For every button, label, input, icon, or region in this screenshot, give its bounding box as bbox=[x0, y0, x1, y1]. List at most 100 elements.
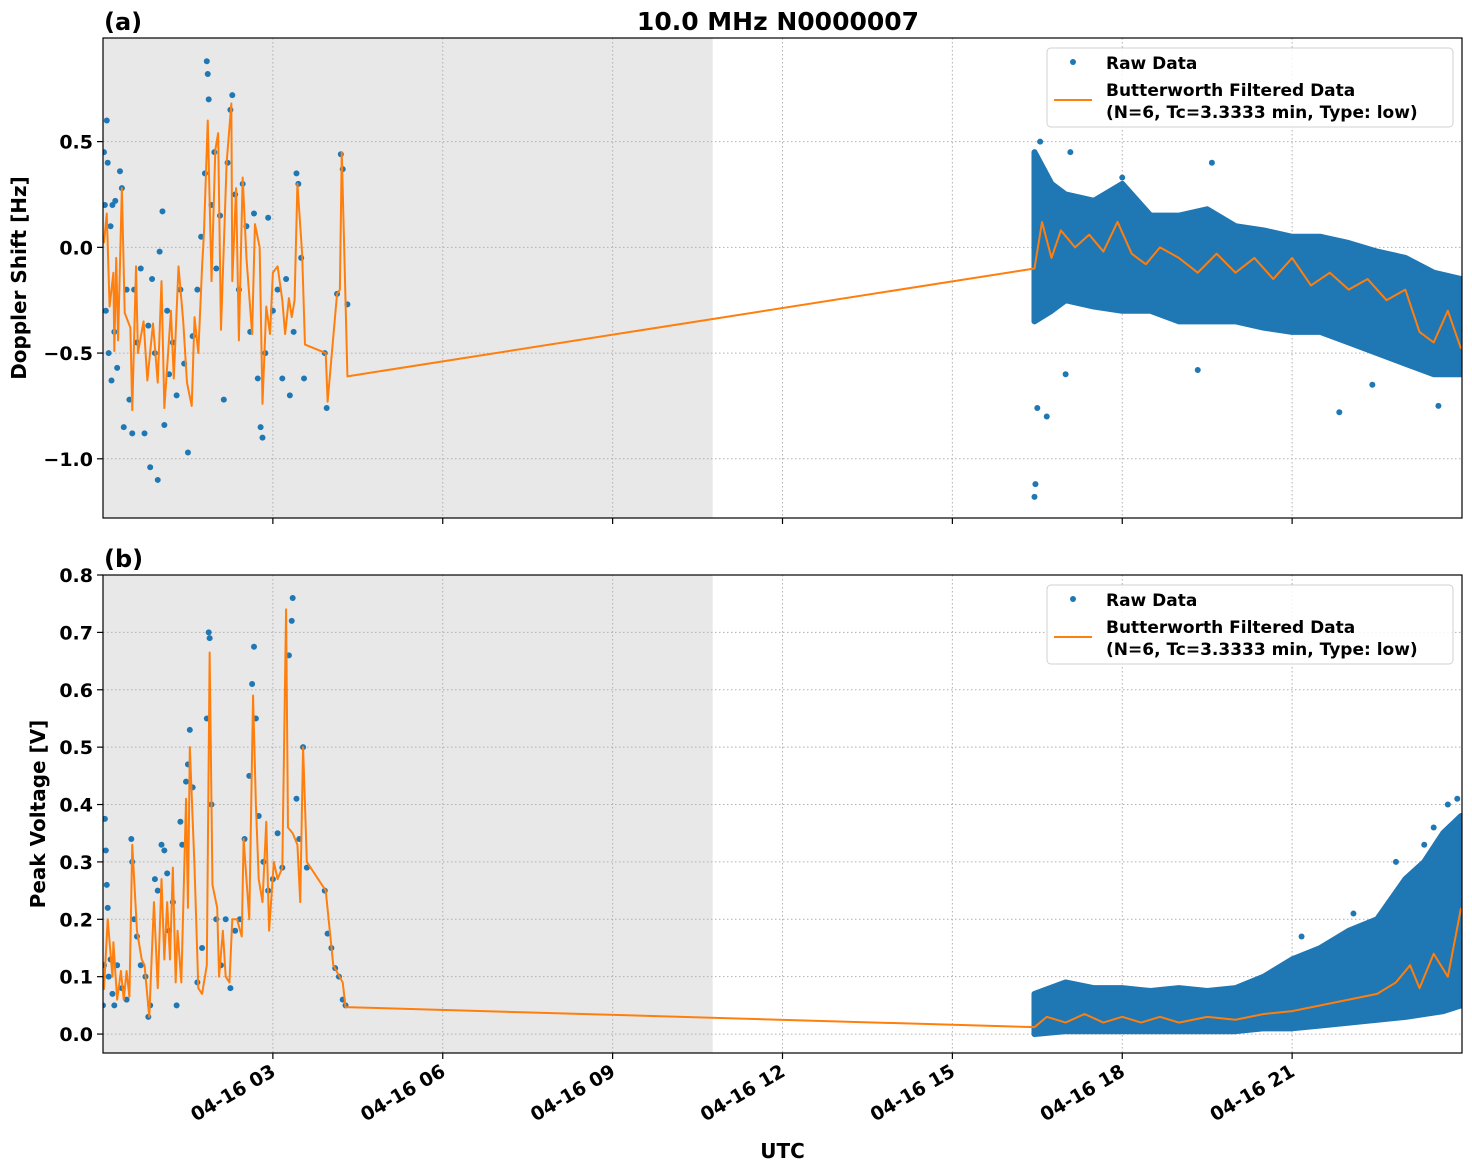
raw-data-point bbox=[179, 841, 186, 848]
panel-b: 04-16 03 04-16 06 04-16 09 04-16 12 04-16 15… bbox=[26, 545, 1463, 1163]
raw-data-point bbox=[1435, 402, 1442, 409]
raw-data-point bbox=[1392, 858, 1399, 865]
raw-data-point bbox=[116, 168, 123, 175]
raw-data-point bbox=[103, 847, 109, 854]
raw-data-point bbox=[149, 276, 156, 283]
y-tick-label: 0.8 bbox=[59, 565, 93, 587]
raw-data-point bbox=[147, 464, 154, 471]
shaded-span bbox=[103, 575, 713, 1053]
legend-filtered-params: (N=6, Tc=3.3333 min, Type: low) bbox=[1106, 640, 1418, 660]
raw-data-point bbox=[265, 214, 272, 221]
raw-data-point bbox=[303, 864, 310, 871]
filtered-data-line bbox=[103, 102, 1462, 412]
raw-data-point bbox=[120, 424, 127, 431]
legend-box bbox=[1046, 584, 1454, 665]
y-tick-label: 0.2 bbox=[59, 909, 93, 931]
raw-data-point bbox=[1034, 405, 1041, 412]
x-tick-label: 04-16 15 bbox=[867, 1060, 959, 1126]
raw-data-point bbox=[1037, 138, 1044, 145]
legend-filtered-label: Butterworth Filtered Data bbox=[1106, 618, 1355, 638]
y-tick-label: 0.0 bbox=[59, 1024, 93, 1046]
axes-frame bbox=[102, 574, 1463, 1054]
raw-data-point bbox=[259, 434, 266, 441]
raw-data-point bbox=[1444, 801, 1451, 808]
raw-data-point bbox=[104, 904, 111, 911]
raw-data-point bbox=[161, 421, 168, 428]
raw-data-point bbox=[1369, 381, 1376, 388]
raw-data-point bbox=[203, 58, 210, 65]
y-tick-label: 0.4 bbox=[59, 795, 93, 817]
legend-filtered-label: Butterworth Filtered Data bbox=[1106, 81, 1355, 101]
raw-data-point bbox=[184, 449, 191, 456]
raw-data-point bbox=[137, 962, 144, 969]
legend-raw-marker bbox=[1070, 59, 1076, 65]
plot-marks bbox=[103, 58, 1462, 500]
axes-frame bbox=[102, 37, 1463, 519]
raw-data-point bbox=[1062, 371, 1069, 378]
legend-raw-marker bbox=[1070, 596, 1076, 602]
y-tick-label: 0.6 bbox=[59, 680, 93, 702]
x-tick-label: 04-16 06 bbox=[357, 1060, 449, 1126]
raw-data-point bbox=[232, 927, 239, 934]
raw-data-point bbox=[213, 265, 220, 272]
y-axis-label: Doppler Shift [Hz] bbox=[7, 176, 31, 380]
raw-data-point bbox=[109, 202, 116, 209]
raw-data-point bbox=[158, 841, 165, 848]
raw-data-point bbox=[1067, 149, 1074, 156]
raw-data-point bbox=[154, 887, 161, 894]
raw-data-point bbox=[1032, 481, 1039, 488]
raw-data-point bbox=[199, 944, 206, 951]
raw-data-point bbox=[107, 223, 114, 230]
raw-data-point bbox=[126, 396, 133, 403]
y-tick-label: 0.5 bbox=[59, 132, 93, 154]
raw-data-point bbox=[1298, 933, 1305, 940]
y-tick-label: −1.0 bbox=[43, 449, 93, 471]
panel-label: (a) bbox=[104, 8, 142, 36]
raw-data-point bbox=[108, 377, 115, 384]
raw-data-point bbox=[105, 350, 112, 357]
raw-data-point bbox=[156, 248, 163, 255]
x-tick-label: 04-16 09 bbox=[527, 1060, 619, 1126]
raw-data-point bbox=[164, 307, 171, 314]
raw-data-point bbox=[301, 375, 308, 382]
raw-data-point bbox=[129, 430, 136, 437]
raw-data-point bbox=[103, 815, 108, 822]
x-tick-label: 04-16 12 bbox=[697, 1060, 789, 1126]
legend: Raw Data Butterworth Filtered Data(N=6, T… bbox=[1046, 47, 1454, 128]
raw-data-point bbox=[274, 286, 281, 293]
panel-label: (b) bbox=[104, 545, 143, 573]
y-axis-label: Peak Voltage [V] bbox=[26, 720, 50, 909]
raw-data-point bbox=[279, 375, 286, 382]
chart-title: 10.0 MHz N0000007 bbox=[637, 7, 919, 36]
raw-data-point bbox=[283, 276, 290, 283]
plot-marks bbox=[103, 594, 1462, 1038]
raw-data-point bbox=[103, 307, 109, 314]
raw-data-point bbox=[154, 476, 161, 483]
raw-data-point bbox=[286, 392, 293, 399]
raw-data-point bbox=[1350, 910, 1357, 917]
raw-data-point bbox=[293, 170, 300, 177]
raw-data-point bbox=[177, 818, 184, 825]
panel-a: 0.5 0.0 −0.5 −1.0 (a) Doppler Shift [Hz] Raw D… bbox=[7, 8, 1463, 524]
raw-data-point bbox=[111, 1002, 118, 1009]
raw-data-point bbox=[145, 322, 152, 329]
raw-data-point bbox=[186, 726, 193, 733]
raw-data-point bbox=[1336, 409, 1343, 416]
raw-data-point bbox=[114, 364, 121, 371]
raw-data-point bbox=[1043, 413, 1050, 420]
raw-data-point bbox=[1421, 841, 1428, 848]
raw-data-point bbox=[1031, 493, 1038, 500]
raw-data-point bbox=[204, 70, 211, 77]
raw-data-point bbox=[290, 328, 297, 335]
raw-data-point bbox=[257, 424, 264, 431]
raw-data-point bbox=[229, 92, 236, 99]
raw-data-point bbox=[151, 876, 158, 883]
x-tick-label: 04-16 03 bbox=[187, 1060, 279, 1126]
shaded-span bbox=[103, 38, 713, 518]
raw-data-point bbox=[141, 430, 148, 437]
filtered-data-line bbox=[103, 608, 1462, 1029]
raw-data-point bbox=[194, 286, 201, 293]
raw-data-point bbox=[220, 396, 227, 403]
raw-data-point bbox=[222, 916, 229, 923]
